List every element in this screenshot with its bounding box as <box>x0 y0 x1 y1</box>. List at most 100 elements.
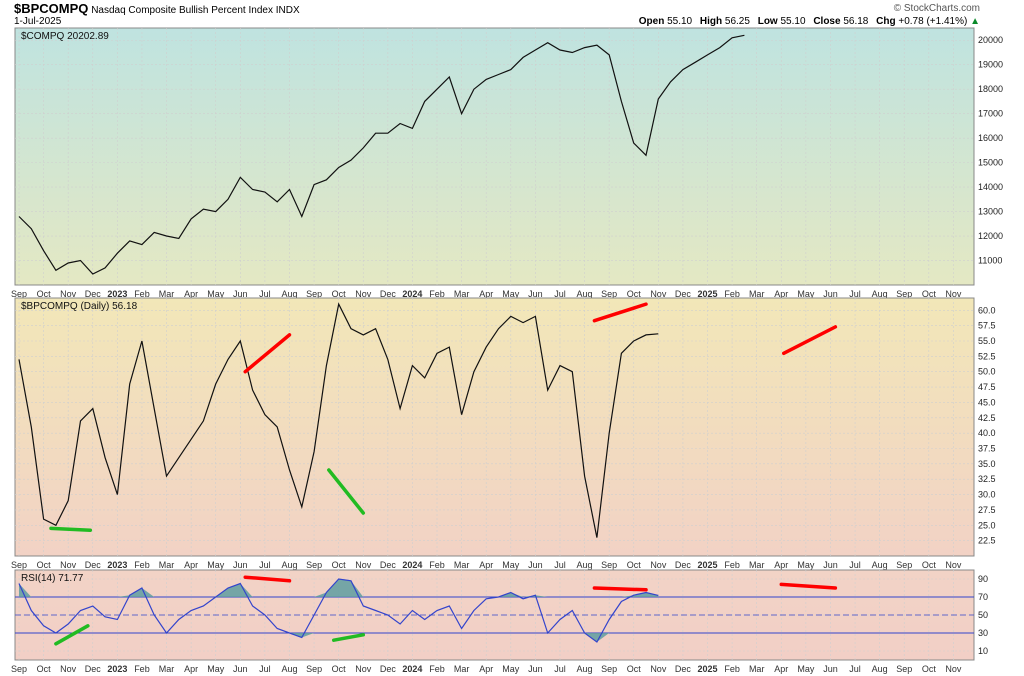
y-tick-label: 35.0 <box>978 459 996 469</box>
x-tick-label: Oct <box>332 289 347 299</box>
ohlc-readout: Open 55.10 High 56.25 Low 55.10 Close 56… <box>634 16 980 27</box>
x-tick-label: Mar <box>749 664 765 674</box>
panel-background <box>14 297 975 557</box>
x-tick-label: Dec <box>85 560 102 570</box>
x-tick-label: 2024 <box>402 664 422 674</box>
x-tick-label: 2024 <box>402 560 422 570</box>
x-tick-label: Mar <box>159 664 175 674</box>
chart-header: $BPCOMPQ Nasdaq Composite Bullish Percen… <box>14 1 300 16</box>
y-tick-label: 20000 <box>978 35 1003 45</box>
y-tick-label: 13000 <box>978 207 1003 217</box>
x-tick-label: Mar <box>454 560 470 570</box>
x-tick-label: Apr <box>184 289 198 299</box>
x-tick-label: Jun <box>233 664 248 674</box>
trendline-annotation <box>779 582 838 590</box>
x-tick-label: Jun <box>528 664 543 674</box>
x-tick-label: Feb <box>134 289 150 299</box>
panel-2: 22.5 25.0 27.5 30.0 32.5 35.0 37.5 40.0 42.5 45.0… <box>11 297 996 570</box>
x-tick-label: Feb <box>724 664 740 674</box>
x-tick-label: Feb <box>429 664 445 674</box>
y-tick-label: 55.0 <box>978 336 996 346</box>
x-tick-label: Sep <box>11 664 27 674</box>
x-tick-label: May <box>502 560 520 570</box>
x-tick-label: Jun <box>528 289 543 299</box>
x-tick-label: Jul <box>849 289 861 299</box>
y-tick-label: 16000 <box>978 133 1003 143</box>
series-line <box>18 34 745 275</box>
y-tick-label: 11000 <box>978 256 1002 266</box>
x-tick-label: Apr <box>479 289 493 299</box>
x-tick-label: Feb <box>429 289 445 299</box>
x-tick-label: May <box>207 560 225 570</box>
x-tick-label: Sep <box>601 664 617 674</box>
trendline-annotation <box>49 526 93 532</box>
y-tick-label: 25.0 <box>978 520 996 530</box>
x-tick-label: Sep <box>306 560 322 570</box>
x-tick-label: Dec <box>380 560 397 570</box>
x-tick-label: Mar <box>159 289 175 299</box>
x-tick-label: Jul <box>259 664 271 674</box>
y-tick-label: 50 <box>978 610 988 620</box>
x-tick-label: May <box>502 664 520 674</box>
x-tick-label: Oct <box>332 560 347 570</box>
x-tick-label: May <box>797 289 815 299</box>
x-tick-label: May <box>502 289 520 299</box>
y-tick-label: 22.5 <box>978 536 996 546</box>
x-tick-label: Nov <box>945 664 962 674</box>
y-tick-label: 47.5 <box>978 382 996 392</box>
x-tick-label: May <box>207 664 225 674</box>
chg-label: Chg <box>876 16 896 27</box>
x-tick-label: Oct <box>922 289 937 299</box>
trendline-annotation <box>331 633 366 642</box>
x-tick-label: Mar <box>454 664 470 674</box>
x-tick-label: Oct <box>37 289 52 299</box>
close-value: 56.18 <box>843 16 869 27</box>
y-tick-label: 17000 <box>978 109 1003 119</box>
y-tick-label: 42.5 <box>978 413 996 423</box>
x-tick-label: Jul <box>259 560 271 570</box>
open-label: Open <box>638 16 665 27</box>
rsi-oversold-fill <box>19 633 659 642</box>
x-tick-label: Sep <box>896 664 912 674</box>
y-tick-label: 14000 <box>978 182 1003 192</box>
high-label: High <box>699 16 723 27</box>
x-tick-label: Oct <box>332 664 347 674</box>
x-tick-label: Jul <box>259 289 271 299</box>
x-tick-label: Jul <box>554 664 566 674</box>
y-tick-label: 70 <box>978 592 988 602</box>
x-tick-label: Jun <box>233 289 248 299</box>
x-tick-label: Feb <box>724 289 740 299</box>
x-tick-label: Oct <box>922 664 937 674</box>
y-tick-label: 52.5 <box>978 351 996 361</box>
x-tick-label: Apr <box>774 560 788 570</box>
x-tick-label: 2025 <box>697 289 717 299</box>
x-tick-label: Sep <box>601 289 617 299</box>
x-tick-label: Mar <box>159 560 175 570</box>
y-tick-label: 40.0 <box>978 428 996 438</box>
chart-date: 1-Jul-2025 <box>14 16 62 27</box>
y-tick-label: 18000 <box>978 84 1003 94</box>
x-tick-label: Sep <box>896 289 912 299</box>
high-value: 56.25 <box>724 16 750 27</box>
x-tick-label: Jun <box>233 560 248 570</box>
x-tick-label: Jun <box>823 289 838 299</box>
up-arrow-icon: ▲ <box>970 16 980 27</box>
x-tick-label: Jul <box>554 289 566 299</box>
x-tick-label: Sep <box>601 560 617 570</box>
x-tick-label: Oct <box>627 664 642 674</box>
x-tick-label: Aug <box>872 560 888 570</box>
x-tick-label: Nov <box>650 664 667 674</box>
x-tick-label: Jun <box>823 560 838 570</box>
x-tick-label: Aug <box>281 664 297 674</box>
trendline-annotation <box>54 624 90 646</box>
x-tick-label: Nov <box>650 560 667 570</box>
y-tick-label: 12000 <box>978 231 1003 241</box>
x-tick-label: Jun <box>528 560 543 570</box>
x-tick-label: Sep <box>306 289 322 299</box>
x-tick-label: Jul <box>849 560 861 570</box>
panel-1: 11000 12000 13000 14000 15000 16000 17000 18000… <box>11 27 1003 299</box>
x-tick-label: Jun <box>823 664 838 674</box>
x-tick-label: Dec <box>675 560 692 570</box>
close-label: Close <box>813 16 841 27</box>
